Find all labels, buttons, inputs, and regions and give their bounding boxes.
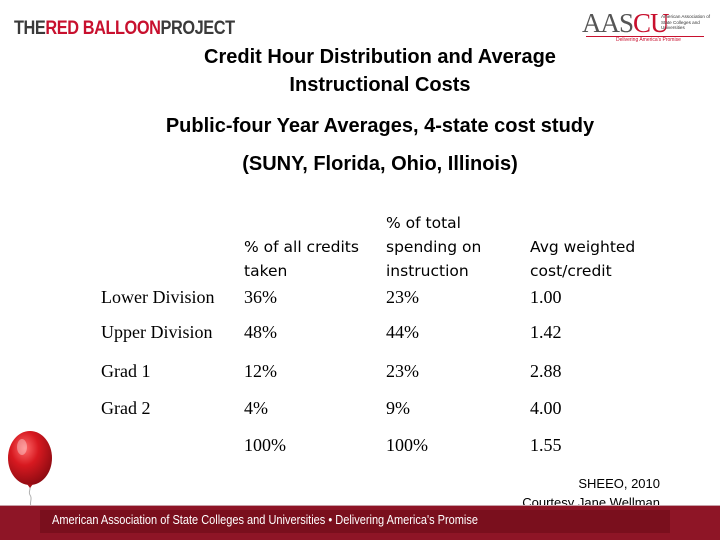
row-label: Grad 2 — [101, 398, 151, 418]
cost-value: 1.00 — [530, 287, 562, 307]
column-header-credits-line1: % of all credits — [244, 238, 359, 256]
column-header-credits: % of all credits taken — [244, 235, 359, 283]
spending-total: 100% — [386, 435, 428, 455]
aascu-logo-rule — [586, 36, 704, 37]
cost-value: 4.00 — [530, 398, 562, 418]
aascu-org-name: American Association of State Colleges a… — [661, 14, 711, 31]
column-header-spending-line1: % of total — [386, 214, 461, 232]
slide-title-line2: Instructional Costs — [289, 74, 471, 96]
column-header-credits-line2: taken — [244, 262, 288, 280]
logo-word-the: THE — [14, 18, 46, 39]
column-header-spending-line2: spending on — [386, 238, 482, 256]
source-line1: SHEEO, 2010 — [578, 476, 660, 491]
credits-value: 48% — [244, 322, 277, 342]
slide-title-line1: Credit Hour Distribution and Average — [204, 46, 556, 68]
logo-word-red-balloon: RED BALLOON — [45, 18, 161, 39]
cost-total: 1.55 — [530, 435, 562, 455]
cost-value: 1.42 — [530, 322, 562, 342]
column-header-spending: % of total spending on instruction — [386, 211, 481, 283]
column-header-spending-line3: instruction — [386, 262, 469, 280]
footer-bar — [0, 505, 720, 540]
credits-value: 12% — [244, 361, 277, 381]
row-label: Upper Division — [101, 322, 213, 342]
spending-value: 9% — [386, 398, 410, 418]
aascu-logo: AASCU American Association of State Coll… — [582, 8, 712, 44]
red-balloon-icon — [8, 431, 52, 507]
slide-subtitle-line1: Public-four Year Averages, 4-state cost … — [165, 115, 595, 137]
aascu-tagline: Delivering America's Promise — [616, 37, 681, 43]
footer-top-rule — [0, 505, 720, 506]
row-label: Grad 1 — [101, 361, 151, 381]
red-balloon-project-logo: THE RED BALLOON PROJECT — [14, 17, 235, 41]
column-header-cost: Avg weighted cost/credit — [530, 235, 635, 283]
row-label: Lower Division — [101, 287, 215, 307]
credits-value: 36% — [244, 287, 277, 307]
credits-value: 4% — [244, 398, 268, 418]
aascu-mark-part1: AAS — [582, 8, 634, 38]
spending-value: 23% — [386, 287, 419, 307]
column-header-cost-line1: Avg weighted — [530, 238, 636, 256]
logo-word-project: PROJECT — [160, 18, 235, 39]
aascu-mark: AASCU — [582, 8, 670, 39]
footer-panel — [40, 510, 670, 533]
credits-total: 100% — [244, 435, 286, 455]
aascu-mark-part2: CU — [633, 8, 670, 38]
footer-text: American Association of State Colleges a… — [52, 513, 478, 527]
spending-value: 23% — [386, 361, 419, 381]
cost-value: 2.88 — [530, 361, 562, 381]
column-header-cost-line2: cost/credit — [530, 262, 612, 280]
slide-subtitle-line2: (SUNY, Florida, Ohio, Illinois) — [242, 153, 518, 175]
spending-value: 44% — [386, 322, 419, 342]
